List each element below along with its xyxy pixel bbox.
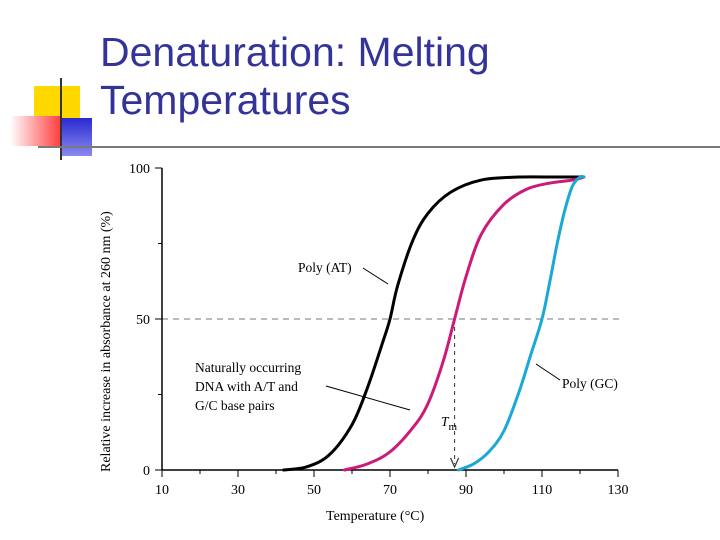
slide-title: Denaturation: Melting Temperatures [100,28,700,124]
y-tick-label: 0 [143,464,150,479]
deco-red-square [10,116,60,146]
series-poly-at [282,175,586,472]
deco-blue-square [62,118,92,156]
series-poly-gc [456,174,586,472]
leader-natural-dna [325,385,411,411]
annotation-natural-line2: DNA with A/T and [195,379,298,394]
x-tick-label: 30 [231,483,245,498]
annotation-poly-gc: Poly (GC) [562,376,618,391]
x-axis-label: Temperature (°C) [326,509,425,524]
annotation-natural-line3: G/C base pairs [195,398,274,413]
x-tick-label: 90 [459,483,473,498]
tm-label-subscript: m [449,421,458,433]
title-line-1: Denaturation: Melting [100,29,490,75]
title-line-2: Temperatures [100,77,351,123]
tm-arrow-head [450,457,460,469]
deco-vertical-line [60,78,62,160]
plot-layer: 10 30 50 70 90 110 130 0 50 100 [129,162,629,498]
series-natural-dna [342,175,586,472]
tm-label: Tm [441,414,458,433]
x-tick-label: 110 [532,483,552,498]
annotation-natural-line1: Naturally occurring [195,360,301,375]
y-tick-label: 100 [129,162,150,177]
y-axis-label: Relative increase in absorbance at 260 n… [99,211,114,472]
annotation-poly-at: Poly (AT) [298,260,352,275]
x-tick-label: 130 [608,483,629,498]
x-tick-label: 50 [307,483,321,498]
y-tick-label: 50 [136,313,150,328]
title-rule [38,146,720,148]
leader-poly-gc [535,363,561,381]
x-tick-label: 10 [155,483,169,498]
x-tick-label: 70 [383,483,397,498]
leader-poly-at [362,267,389,285]
tm-label-main: T [441,414,450,429]
